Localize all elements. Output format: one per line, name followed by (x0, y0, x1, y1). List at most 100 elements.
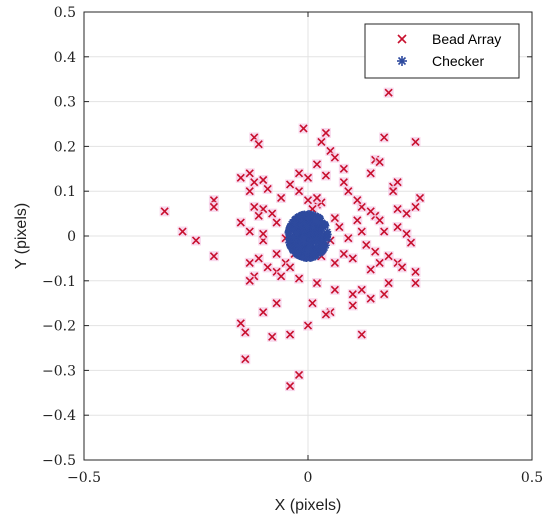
bead-array-point (240, 354, 251, 365)
checker-point (300, 254, 308, 262)
bead-array-point (303, 320, 313, 331)
bead-array-point (303, 195, 313, 206)
bead-array-point (177, 226, 188, 237)
bead-array-point (271, 217, 282, 228)
bead-array-point (262, 183, 273, 194)
bead-array-point (365, 293, 376, 304)
bead-array-point (374, 157, 385, 168)
bead-array-point (271, 298, 282, 309)
bead-array-point (410, 278, 421, 289)
bead-array-point (352, 195, 363, 206)
bead-array-point (410, 201, 421, 212)
bead-array-point (338, 248, 349, 259)
bead-array-point (294, 369, 305, 380)
checker-point (294, 250, 302, 258)
bead-array-point (258, 228, 269, 239)
bead-array-point (311, 192, 322, 203)
checker-point (312, 216, 320, 224)
bead-array-point (410, 136, 421, 147)
bead-array-point (356, 284, 367, 295)
bead-array-point (267, 331, 278, 342)
bead-array-point (329, 213, 340, 224)
bead-array-point (401, 228, 412, 239)
bead-array-point (338, 177, 349, 188)
checker-point (321, 244, 329, 252)
y-tick-label: 0.4 (54, 50, 76, 66)
y-tick-label: 0.3 (54, 95, 76, 111)
y-tick-label: 0 (67, 229, 76, 245)
checker-point (321, 220, 329, 228)
x-tick-label: 0 (304, 470, 313, 486)
bead-array-point (379, 226, 390, 237)
bead-array-point (285, 179, 296, 190)
checker-point (315, 241, 323, 249)
bead-array-point (329, 284, 340, 295)
y-tick-label: 0.5 (54, 5, 76, 21)
bead-array-point (383, 87, 394, 98)
bead-array-point (379, 289, 390, 300)
bead-array-point (392, 204, 403, 215)
bead-array-point (320, 309, 331, 320)
x-tick-label: −0.5 (67, 470, 101, 486)
bead-array-point (401, 208, 412, 219)
bead-array-point (244, 168, 255, 179)
bead-array-point (356, 329, 367, 340)
bead-array-point (343, 186, 354, 197)
bead-array-point (320, 170, 331, 181)
checker-point (306, 243, 314, 251)
bead-array-point (392, 177, 403, 188)
y-tick-label: −0.5 (42, 453, 76, 469)
bead-array-point (361, 239, 372, 250)
bead-array-point (370, 246, 381, 257)
bead-array-point (311, 159, 322, 170)
bead-array-point (235, 318, 246, 329)
bead-array-point (320, 127, 331, 138)
bead-array-point (294, 168, 305, 179)
x-axis-title: X (pixels) (275, 497, 342, 514)
bead-array-point (294, 273, 305, 284)
bead-array-point (365, 168, 376, 179)
bead-array-point (208, 251, 219, 262)
bead-array-point (356, 226, 367, 237)
checker-point (309, 211, 317, 219)
bead-array-point (244, 275, 255, 286)
bead-array-point (244, 226, 255, 237)
bead-array-point (271, 248, 282, 259)
bead-array-point (338, 163, 349, 174)
bead-array-point (258, 175, 269, 185)
bead-array-point (379, 132, 390, 143)
bead-array-point (365, 206, 376, 217)
bead-array-point (258, 307, 269, 318)
legend-box (364, 23, 520, 79)
bead-array-point (244, 257, 255, 268)
bead-array-point (253, 139, 264, 150)
y-tick-label: 0.1 (54, 184, 76, 200)
legend-bead-array-label: Bead Array (432, 31, 501, 47)
bead-array-point (298, 123, 309, 134)
bead-array-point (415, 192, 425, 203)
bead-array-point (329, 152, 340, 163)
y-axis-title: Y (pixels) (13, 203, 30, 269)
legend-checker-marker (397, 56, 407, 66)
legend: Bead Array Checker (364, 23, 520, 79)
bead-array-point (235, 217, 246, 228)
checker-point (289, 233, 297, 241)
checker-point (299, 235, 307, 243)
bead-array-point (249, 201, 260, 212)
bead-array-point (285, 329, 296, 340)
x-tick-label: 0.5 (521, 470, 543, 486)
bead-array-point (410, 266, 421, 277)
bead-array-point (311, 278, 322, 289)
checker-point (293, 229, 301, 237)
checker-series (284, 210, 332, 262)
bead-array-point (159, 206, 170, 217)
checker-point (295, 212, 303, 220)
bead-array-point (285, 381, 296, 392)
axis-ticks (83, 11, 533, 461)
bead-array-point (316, 136, 327, 147)
bead-array-point (383, 278, 394, 289)
y-tick-label: −0.4 (42, 408, 76, 424)
legend-checker-label: Checker (432, 53, 484, 69)
x-tick-labels: −0.5 0 0.5 (67, 470, 543, 486)
